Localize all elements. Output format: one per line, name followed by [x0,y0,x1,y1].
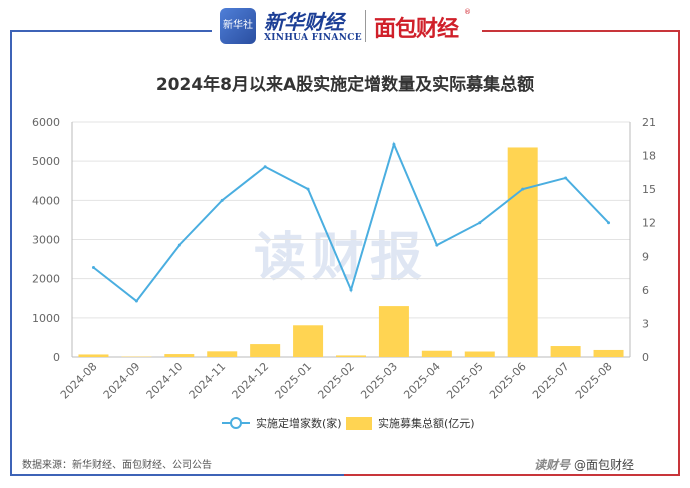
x-tick-label: 2025-08 [573,360,615,402]
bar [421,350,452,357]
registered-mark: ® [464,8,471,16]
bar [164,354,195,357]
line-point [564,176,568,180]
credit-mark: 读财号 [534,458,571,472]
frame-left-border [10,30,346,476]
y-right-tick-label: 12 [642,217,656,230]
y-left-tick-label: 0 [53,351,60,364]
bar [464,351,495,357]
mianbao-finance-logo-text: 面包财经 [374,17,459,42]
bar [250,344,281,357]
x-tick-label: 2025-06 [487,360,529,402]
y-left-tick-label: 3000 [32,234,60,247]
bar [378,306,409,357]
legend-bar-swatch [346,417,372,430]
x-tick-label: 2025-01 [273,360,315,402]
y-left-tick-label: 1000 [32,312,60,325]
line-point [306,187,310,191]
line-point [607,221,611,225]
xinhua-badge-logo: 新华社 [220,8,256,44]
bar [293,325,324,357]
frame-right-border [344,30,680,476]
y-right-tick-label: 3 [642,317,649,330]
x-tick-label: 2024-10 [144,360,186,402]
author-credit: 读财号 @面包财经 [534,456,634,473]
y-right-tick-label: 18 [642,150,656,163]
y-right-tick-label: 6 [642,284,649,297]
bar [507,147,538,357]
bar [593,349,624,357]
xinhua-finance-logo-english: XINHUA FINANCE [264,33,362,43]
bar [550,346,581,357]
x-tick-label: 2025-03 [358,360,400,402]
y-right-tick-label: 15 [642,183,656,196]
x-tick-label: 2025-02 [315,360,357,402]
legend-bar-label: 实施募集总额(亿元) [378,416,475,430]
y-left-tick-label: 5000 [32,155,60,168]
x-tick-label: 2025-04 [401,360,443,402]
line-point [91,265,95,269]
credit-handle: @面包财经 [574,458,635,472]
x-tick-label: 2024-11 [187,360,229,402]
line-point [177,243,181,247]
x-tick-label: 2025-05 [444,360,486,402]
logo-divider [365,10,366,42]
line-point [478,221,482,225]
x-tick-label: 2025-07 [530,360,572,402]
bar [336,355,366,357]
data-source-note: 数据来源：新华财经、面包财经、公司公告 [22,460,212,471]
line-point [521,187,525,191]
x-tick-label: 2024-09 [101,360,143,402]
line-point [392,142,396,146]
chart-title: 2024年8月以来A股实施定增数量及实际募集总额 [155,75,535,95]
x-tick-label: 2024-08 [58,360,100,402]
x-tick-label: 2024-12 [230,360,272,402]
line-point [263,165,267,169]
bar [207,351,238,357]
line-point [349,288,353,292]
legend-line-marker [230,417,242,429]
legend-line-label: 实施定增家数(家) [256,416,342,430]
y-right-tick-label: 9 [642,250,649,263]
xinhua-finance-logo-text: 新华财经 [264,10,344,34]
line-point [435,243,439,247]
y-left-tick-label: 2000 [32,273,60,286]
y-left-tick-label: 6000 [32,116,60,129]
y-right-tick-label: 0 [642,351,649,364]
y-left-tick-label: 4000 [32,194,60,207]
line-point [134,299,138,303]
y-right-tick-label: 21 [642,116,656,129]
bar [78,354,109,357]
header-logos: 新华社 新华财经 XINHUA FINANCE 面包财经 ® [212,4,482,48]
line-point [220,198,224,202]
